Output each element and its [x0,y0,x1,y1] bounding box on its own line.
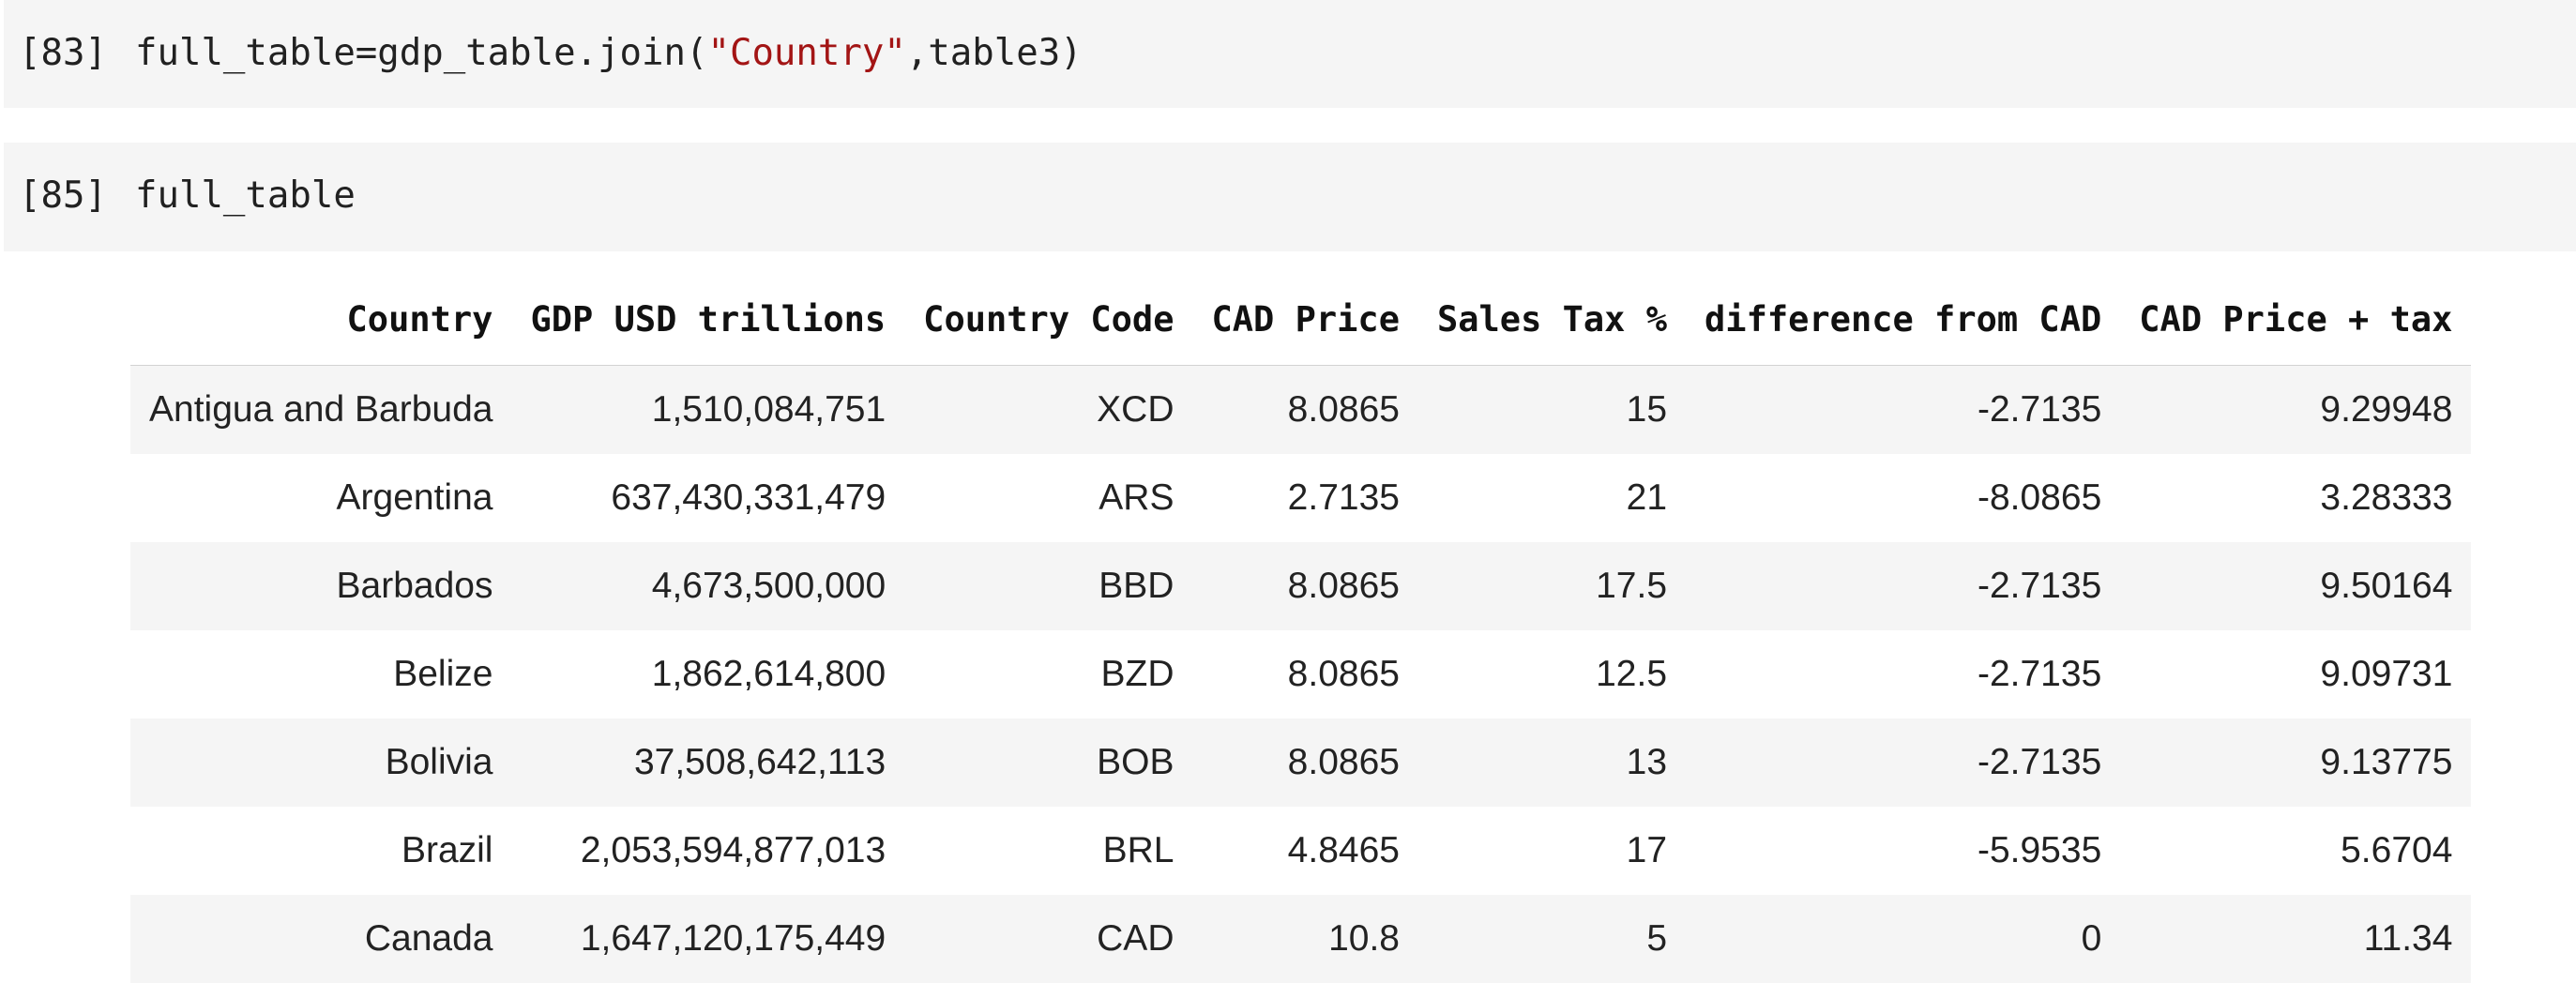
table-header-row: Country GDP USD trillions Country Code C… [130,274,2472,366]
table-cell: Argentina [130,454,512,542]
column-header: difference from CAD [1686,274,2121,366]
table-cell: 8.0865 [1192,630,1418,718]
table-cell: -2.7135 [1686,630,2121,718]
table-cell: XCD [904,365,1193,454]
table-cell: 3.28333 [2120,454,2472,542]
table-cell: 4.8465 [1192,807,1418,895]
table-cell: Brazil [130,807,512,895]
table-cell: CAD [904,895,1193,983]
table-cell: 10.8 [1192,895,1418,983]
execution-count: [85] [19,174,107,217]
table-cell: Canada [130,895,512,983]
execution-count: [83] [19,32,107,74]
table-cell: -2.7135 [1686,718,2121,807]
table-cell: Bolivia [130,718,512,807]
code-line[interactable]: full_table [135,174,356,217]
column-header: Sales Tax % [1417,274,1687,366]
table-cell: 8.0865 [1192,718,1418,807]
code-cell-83[interactable]: [83] full_table=gdp_table.join("Country"… [4,0,2576,108]
table-cell: 21 [1417,454,1687,542]
table-cell: Belize [130,630,512,718]
table-row: Argentina 637,430,331,479 ARS 2.7135 21 … [130,454,2472,542]
table-cell: 5.6704 [2120,807,2472,895]
column-header: Country Code [904,274,1193,366]
cell-output: Country GDP USD trillions Country Code C… [130,274,2576,983]
column-header: CAD Price [1192,274,1418,366]
table-cell: 1,647,120,175,449 [511,895,905,983]
table-cell: 9.50164 [2120,542,2472,630]
table-cell: 4,673,500,000 [511,542,905,630]
table-cell: BRL [904,807,1193,895]
table-row: Barbados 4,673,500,000 BBD 8.0865 17.5 -… [130,542,2472,630]
table-cell: BBD [904,542,1193,630]
table-cell: 1,510,084,751 [511,365,905,454]
table-cell: 8.0865 [1192,542,1418,630]
table-cell: 1,862,614,800 [511,630,905,718]
code-cell-85[interactable]: [85] full_table [4,143,2576,251]
table-cell: 17 [1417,807,1687,895]
table-cell: 0 [1686,895,2121,983]
table-row: Belize 1,862,614,800 BZD 8.0865 12.5 -2.… [130,630,2472,718]
table-cell: 9.13775 [2120,718,2472,807]
column-header: CAD Price + tax [2120,274,2472,366]
table-cell: -2.7135 [1686,365,2121,454]
table-row: Brazil 2,053,594,877,013 BRL 4.8465 17 -… [130,807,2472,895]
table-cell: BOB [904,718,1193,807]
table-cell: 37,508,642,113 [511,718,905,807]
table-cell: Barbados [130,542,512,630]
table-cell: 11.34 [2120,895,2472,983]
table-row: Antigua and Barbuda 1,510,084,751 XCD 8.… [130,365,2472,454]
table-cell: 9.29948 [2120,365,2472,454]
table-cell: 9.09731 [2120,630,2472,718]
table-cell: 5 [1417,895,1687,983]
table-cell: 17.5 [1417,542,1687,630]
table-cell: 13 [1417,718,1687,807]
table-cell: 8.0865 [1192,365,1418,454]
code-text: full_table=gdp_table.join( [135,32,708,74]
dataframe-table: Country GDP USD trillions Country Code C… [130,274,2472,983]
table-cell: 15 [1417,365,1687,454]
table-cell: ARS [904,454,1193,542]
column-header: GDP USD trillions [511,274,905,366]
table-cell: Antigua and Barbuda [130,365,512,454]
table-cell: -5.9535 [1686,807,2121,895]
code-string-literal: "Country" [707,32,906,74]
table-cell: 2.7135 [1192,454,1418,542]
table-cell: 2,053,594,877,013 [511,807,905,895]
table-cell: BZD [904,630,1193,718]
code-text: ,table3) [905,32,1083,74]
code-line[interactable]: full_table=gdp_table.join("Country",tabl… [135,32,1083,74]
column-header: Country [130,274,512,366]
table-cell: 12.5 [1417,630,1687,718]
table-cell: -8.0865 [1686,454,2121,542]
table-cell: -2.7135 [1686,542,2121,630]
table-row: Bolivia 37,508,642,113 BOB 8.0865 13 -2.… [130,718,2472,807]
table-cell: 637,430,331,479 [511,454,905,542]
table-row: Canada 1,647,120,175,449 CAD 10.8 5 0 11… [130,895,2472,983]
